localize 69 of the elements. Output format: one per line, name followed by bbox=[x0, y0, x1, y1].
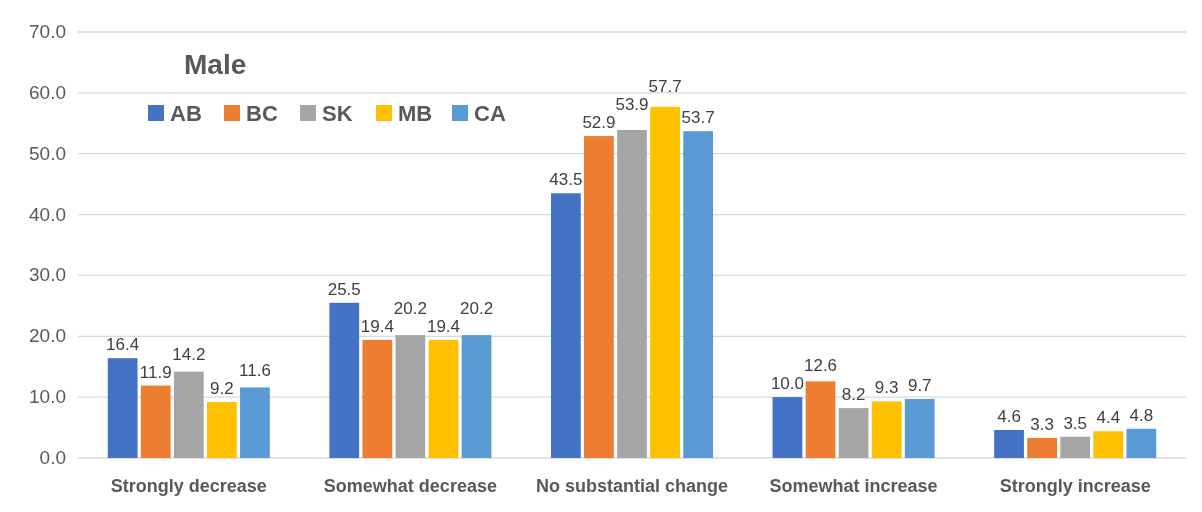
data-label: 53.9 bbox=[615, 95, 649, 115]
data-label: 10.0 bbox=[770, 374, 804, 394]
bar bbox=[805, 381, 836, 458]
data-label: 20.2 bbox=[460, 298, 494, 318]
bar bbox=[206, 402, 237, 458]
x-tick-label: No substantial change bbox=[535, 476, 729, 496]
y-tick-label: 0.0 bbox=[39, 447, 66, 468]
bar bbox=[772, 397, 803, 458]
data-label: 16.4 bbox=[106, 335, 140, 355]
legend-label: MB bbox=[398, 101, 433, 126]
bar bbox=[683, 131, 714, 458]
y-tick-label: 40.0 bbox=[29, 203, 66, 225]
data-label: 12.6 bbox=[803, 356, 838, 376]
x-tick-label: Strongly decrease bbox=[110, 476, 267, 496]
text: Male bbox=[184, 49, 247, 80]
bar bbox=[1027, 437, 1058, 458]
data-label: 20.2 bbox=[393, 298, 427, 318]
data-label: 14.2 bbox=[172, 344, 206, 364]
x-tick-label: Somewhat increase bbox=[769, 476, 938, 496]
data-label: 11.6 bbox=[239, 361, 271, 381]
bar bbox=[871, 401, 902, 458]
x-tick-label: Somewhat decrease bbox=[323, 476, 497, 496]
y-tick-label: 20.0 bbox=[29, 325, 66, 347]
y-tick-label: 70.0 bbox=[29, 21, 66, 42]
data-label: 52.9 bbox=[582, 113, 616, 133]
bar bbox=[140, 385, 171, 458]
data-label: 3.5 bbox=[1063, 413, 1088, 433]
bar bbox=[395, 335, 426, 458]
bar bbox=[617, 129, 647, 458]
bar bbox=[650, 106, 680, 458]
data-label: 19.4 bbox=[426, 316, 461, 336]
bar bbox=[428, 339, 459, 458]
bar bbox=[173, 371, 204, 458]
data-label: 11.9 bbox=[139, 362, 172, 382]
bar bbox=[550, 193, 581, 458]
data-label: 19.4 bbox=[360, 316, 394, 336]
data-label: 8.2 bbox=[841, 385, 866, 405]
data-label: 9.2 bbox=[210, 379, 234, 399]
bar bbox=[1126, 428, 1157, 458]
legend-label: AB bbox=[170, 101, 202, 126]
y-tick-label: 10.0 bbox=[29, 386, 66, 408]
x-tick-label: Strongly increase bbox=[999, 476, 1151, 496]
data-label: 53.7 bbox=[681, 108, 715, 128]
data-label: 9.3 bbox=[874, 378, 899, 398]
data-label: 57.7 bbox=[648, 77, 682, 97]
legend-label: SK bbox=[322, 101, 353, 126]
y-tick-label: 50.0 bbox=[29, 142, 66, 164]
data-label: 9.7 bbox=[907, 375, 932, 395]
bar bbox=[838, 408, 869, 458]
y-tick-label: 30.0 bbox=[29, 264, 66, 286]
bar bbox=[994, 430, 1024, 458]
data-label: 4.4 bbox=[1096, 408, 1121, 428]
bar bbox=[362, 339, 393, 458]
bar bbox=[584, 136, 614, 458]
bar bbox=[1093, 431, 1124, 458]
bar bbox=[1060, 436, 1091, 458]
y-tick-label: 60.0 bbox=[29, 81, 66, 103]
bar bbox=[329, 302, 360, 458]
legend-label: BC bbox=[246, 101, 278, 126]
data-label: 4.8 bbox=[1129, 405, 1154, 425]
bar bbox=[107, 358, 138, 458]
bar bbox=[461, 335, 492, 458]
bar bbox=[240, 387, 270, 458]
bar bbox=[904, 398, 935, 458]
data-label: 3.3 bbox=[1030, 414, 1054, 434]
data-label: 25.5 bbox=[327, 279, 361, 299]
legend-label: CA bbox=[474, 101, 506, 126]
data-label: 43.5 bbox=[549, 170, 583, 190]
data-label: 4.6 bbox=[997, 407, 1021, 427]
